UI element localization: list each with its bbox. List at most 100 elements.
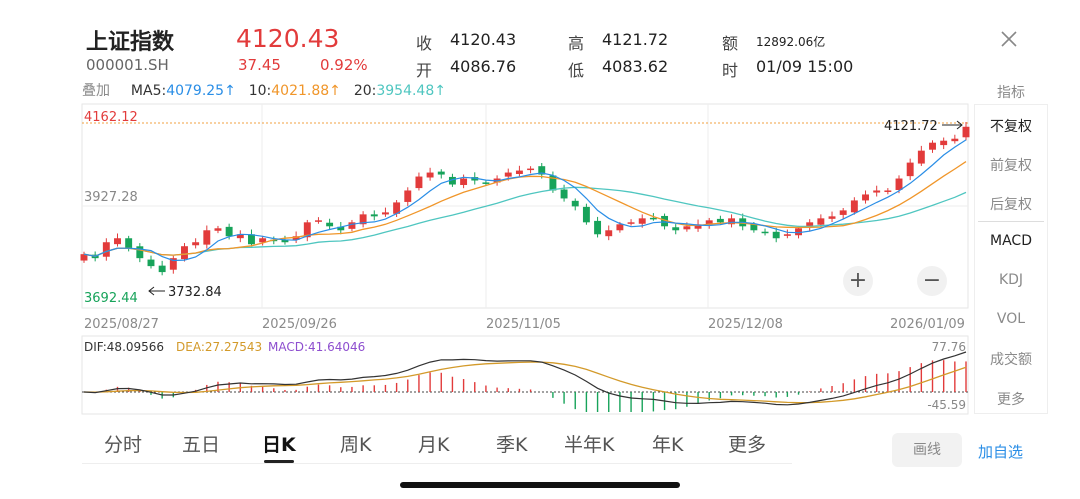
side-vol[interactable]: VOL: [996, 311, 1026, 327]
low-value: 4083.62: [602, 57, 669, 76]
side-macd[interactable]: MACD: [990, 233, 1032, 249]
index-code: 000001.SH: [86, 56, 169, 74]
ma10-arrow-icon: ↑: [329, 83, 341, 99]
side-turnover[interactable]: 成交额: [990, 352, 1032, 368]
amount-label: 额: [722, 34, 739, 53]
candle-body: [716, 218, 724, 223]
tab-more[interactable]: 更多: [728, 434, 767, 456]
candles-group: [80, 121, 970, 276]
candle-body: [359, 214, 367, 225]
candle-body: [582, 206, 590, 223]
candle-body: [415, 176, 423, 189]
zoom-in-button[interactable]: +: [843, 266, 873, 296]
candle-body: [527, 168, 535, 171]
candle-body: [817, 218, 825, 225]
candle-body: [80, 254, 88, 261]
candle-body: [147, 259, 155, 267]
index-name: 上证指数: [86, 30, 175, 55]
tab-intraday[interactable]: 分时: [104, 434, 143, 456]
ma20-line: [83, 186, 967, 257]
candle-body: [426, 172, 434, 178]
side-no-adjust[interactable]: 不复权: [990, 119, 1032, 135]
candle-body: [672, 227, 680, 231]
candle-body: [828, 216, 836, 219]
tab-quarterly-k[interactable]: 季K: [496, 434, 528, 456]
active-tab-indicator: [264, 460, 294, 463]
high-arrow-head: [956, 120, 963, 130]
candle-body: [839, 210, 847, 215]
candle-body: [203, 230, 211, 245]
high-label: 高: [568, 34, 585, 53]
add-to-watchlist-button[interactable]: 加自选: [978, 443, 1024, 461]
side-pre-adjust[interactable]: 前复权: [990, 158, 1032, 174]
open-label: 开: [416, 61, 433, 80]
overlay-button[interactable]: 叠加: [82, 83, 110, 99]
amount-value: 12892.06亿: [756, 35, 826, 49]
tab-daily-k[interactable]: 日K: [262, 434, 296, 456]
side-menu-frame: [974, 104, 1048, 414]
candle-body: [783, 234, 791, 236]
zoom-out-button[interactable]: −: [917, 266, 947, 296]
candle-body: [929, 142, 936, 150]
candle-body: [594, 220, 602, 235]
candle-body: [705, 220, 713, 225]
candle-body: [460, 178, 468, 185]
macd-bars-group: [94, 360, 967, 412]
side-divider: [978, 221, 1044, 222]
close-value: 4120.43: [450, 30, 517, 49]
dif-label: DIF:48.09566: [84, 340, 164, 354]
candle-body: [906, 162, 914, 177]
candle-body: [504, 172, 512, 177]
candle-body: [627, 222, 635, 224]
candle-body: [192, 242, 200, 246]
close-icon: [1001, 31, 1017, 47]
side-kdj[interactable]: KDJ: [998, 272, 1024, 288]
date-tick: 2025/09/26: [262, 317, 337, 332]
candle-body: [303, 222, 311, 238]
date-tick: 2026/01/09: [890, 317, 965, 332]
candle-body: [248, 234, 255, 245]
home-indicator: [400, 482, 680, 488]
candle-body: [114, 238, 121, 245]
open-value: 4086.76: [450, 57, 517, 76]
candle-body: [895, 178, 903, 190]
time-value: 01/09 15:00: [756, 57, 854, 76]
draw-line-button[interactable]: 画线: [892, 433, 962, 467]
side-indicator-header: 指标: [997, 85, 1025, 101]
candle-body: [862, 194, 869, 201]
ma5-value: 4079.25: [166, 83, 225, 99]
ma20-label: 20:: [353, 83, 377, 99]
candle-body: [448, 176, 456, 185]
side-post-adjust[interactable]: 后复权: [990, 197, 1032, 213]
candle-body: [259, 238, 267, 243]
candle-body: [638, 218, 646, 224]
date-tick: 2025/12/08: [708, 317, 783, 332]
candle-body: [951, 138, 959, 142]
candle-body: [281, 239, 289, 243]
candle-body: [761, 231, 769, 234]
tab-five-day[interactable]: 五日: [182, 434, 221, 456]
macd-max: 77.76: [932, 340, 966, 354]
candle-body: [940, 140, 948, 146]
candle-body: [404, 190, 412, 202]
candle-body: [102, 242, 110, 257]
price-axis-mid: 3927.28: [84, 190, 138, 205]
candle-body: [850, 200, 858, 213]
macd-min: -45.59: [927, 398, 966, 412]
low-arrow-head: [148, 286, 155, 296]
ma5-arrow-icon: ↑: [224, 83, 236, 99]
tab-half-year-k[interactable]: 半年K: [564, 434, 615, 456]
side-more[interactable]: 更多: [997, 392, 1025, 408]
price-axis-top: 4162.12: [84, 110, 138, 125]
period-tabs: 分时 五日 日K 周K 月K 季K 半年K 年K 更多: [82, 424, 792, 464]
candle-body: [806, 222, 814, 228]
tab-yearly-k[interactable]: 年K: [652, 434, 684, 456]
ma20-arrow-icon: ↑: [434, 83, 446, 99]
tab-weekly-k[interactable]: 周K: [340, 434, 372, 456]
macd-frame: [81, 335, 969, 415]
close-button[interactable]: [996, 26, 1022, 52]
tab-monthly-k[interactable]: 月K: [418, 434, 450, 456]
ma-legend: 叠加 MA5:4079.25↑ 10:4021.88↑ 20:3954.48↑: [82, 80, 446, 100]
candle-body: [125, 238, 133, 249]
